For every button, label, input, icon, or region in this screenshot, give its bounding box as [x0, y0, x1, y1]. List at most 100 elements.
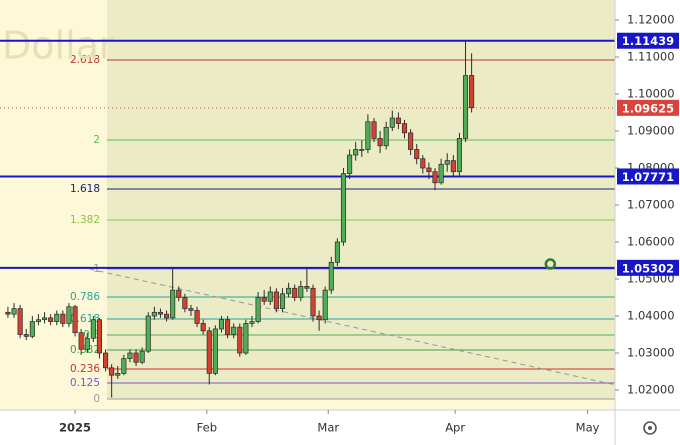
watermark: Dollar: [2, 24, 115, 68]
candle-body: [353, 149, 359, 156]
candle-body: [286, 287, 292, 295]
candle-body: [347, 154, 353, 174]
candle-body: [383, 126, 389, 147]
candle-body: [334, 241, 340, 263]
candle-body: [127, 352, 133, 359]
y-tick-label: 1.03000: [627, 346, 675, 360]
candle-body: [408, 132, 414, 150]
level-label-box: [617, 32, 679, 49]
candle-body: [200, 323, 206, 332]
candle-body: [237, 326, 243, 354]
candle-body: [103, 352, 109, 369]
candle-body: [84, 337, 90, 350]
marker: [544, 258, 557, 270]
candle-body: [316, 315, 322, 321]
candle-body: [243, 323, 249, 354]
candle-body: [145, 315, 151, 352]
candle-body: [66, 306, 72, 324]
level-label: 1.05302: [622, 261, 674, 275]
candle-body: [54, 313, 60, 322]
gear-outer: [643, 421, 657, 435]
gear-inner: [648, 426, 652, 430]
candle-body: [194, 310, 200, 324]
candle-body: [151, 311, 157, 317]
candle-body: [48, 317, 54, 322]
candle-body: [41, 317, 48, 321]
candle-body: [164, 313, 170, 319]
candle-body: [249, 321, 255, 324]
fib-label: 2: [93, 134, 100, 146]
candle-body: [60, 313, 66, 324]
candle-body: [304, 286, 310, 289]
time-axis-bg: [0, 410, 615, 445]
candle-body: [5, 311, 11, 315]
candle-body: [23, 334, 29, 337]
candle-body: [170, 289, 176, 319]
y-tick-label: 1.11000: [627, 49, 675, 63]
settings-icon[interactable]: [643, 421, 657, 435]
candle-body: [133, 352, 139, 363]
candle-body: [72, 306, 78, 334]
candle-body: [176, 289, 182, 298]
level-label-box: [617, 168, 679, 185]
current-price-label-box: [617, 99, 679, 116]
y-tick-label: 1.09000: [627, 123, 675, 137]
fib-label: 0.786: [70, 291, 100, 303]
fib-label: 0: [93, 393, 100, 405]
candle-body: [401, 123, 408, 134]
candle-body: [121, 358, 127, 374]
candle-body: [328, 262, 334, 291]
level-label-box: [617, 259, 679, 276]
candle-body: [218, 319, 225, 330]
candle-body: [340, 173, 347, 243]
candle-body: [115, 373, 121, 376]
candle-body: [371, 121, 377, 139]
level-label: 1.11439: [622, 34, 674, 48]
fib-zone: [107, 0, 615, 399]
current-price-label: 1.09625: [622, 101, 674, 115]
candle-body: [462, 75, 469, 139]
candle-body: [261, 297, 267, 302]
candle-body: [322, 289, 328, 321]
candle-body: [456, 138, 462, 173]
x-tick-label: May: [576, 421, 600, 435]
candle-body: [267, 291, 273, 302]
candle-body: [426, 167, 432, 173]
candle-body: [225, 319, 231, 335]
candle-body: [157, 311, 164, 315]
candle-body: [395, 117, 401, 124]
candle-body: [255, 297, 261, 322]
candle-body: [231, 326, 237, 335]
fib-label: 0.236: [70, 363, 100, 375]
candle-body: [279, 293, 286, 309]
candle-body: [90, 319, 96, 339]
fib-label: 0.125: [70, 377, 100, 389]
candle-body: [310, 287, 316, 317]
candle-body: [414, 149, 420, 160]
candle-body: [109, 367, 115, 376]
candle-body: [273, 291, 279, 309]
fib-label: 1.382: [70, 214, 100, 226]
candle-body: [469, 75, 475, 109]
candle-body: [17, 308, 23, 335]
y-tick-label: 1.04000: [627, 309, 675, 323]
candle-body: [78, 332, 84, 350]
candle-body: [438, 163, 444, 184]
candle-body: [444, 160, 450, 165]
y-tick-label: 1.02000: [627, 383, 675, 397]
fib-label: 0.382: [70, 344, 100, 356]
candle-body: [377, 138, 383, 147]
x-tick-label: Apr: [445, 421, 465, 435]
candle-body: [365, 121, 371, 150]
fib-label: 1: [93, 263, 100, 275]
x-tick-label: Feb: [197, 421, 217, 435]
candle-body: [432, 171, 438, 184]
y-tick-label: 1.06000: [627, 235, 675, 249]
candle-body: [420, 158, 426, 169]
candle-body: [212, 328, 218, 374]
candle-body: [11, 308, 17, 315]
fib-label: 1.618: [70, 183, 100, 195]
candle-body: [206, 330, 212, 374]
candle-body: [139, 350, 145, 363]
